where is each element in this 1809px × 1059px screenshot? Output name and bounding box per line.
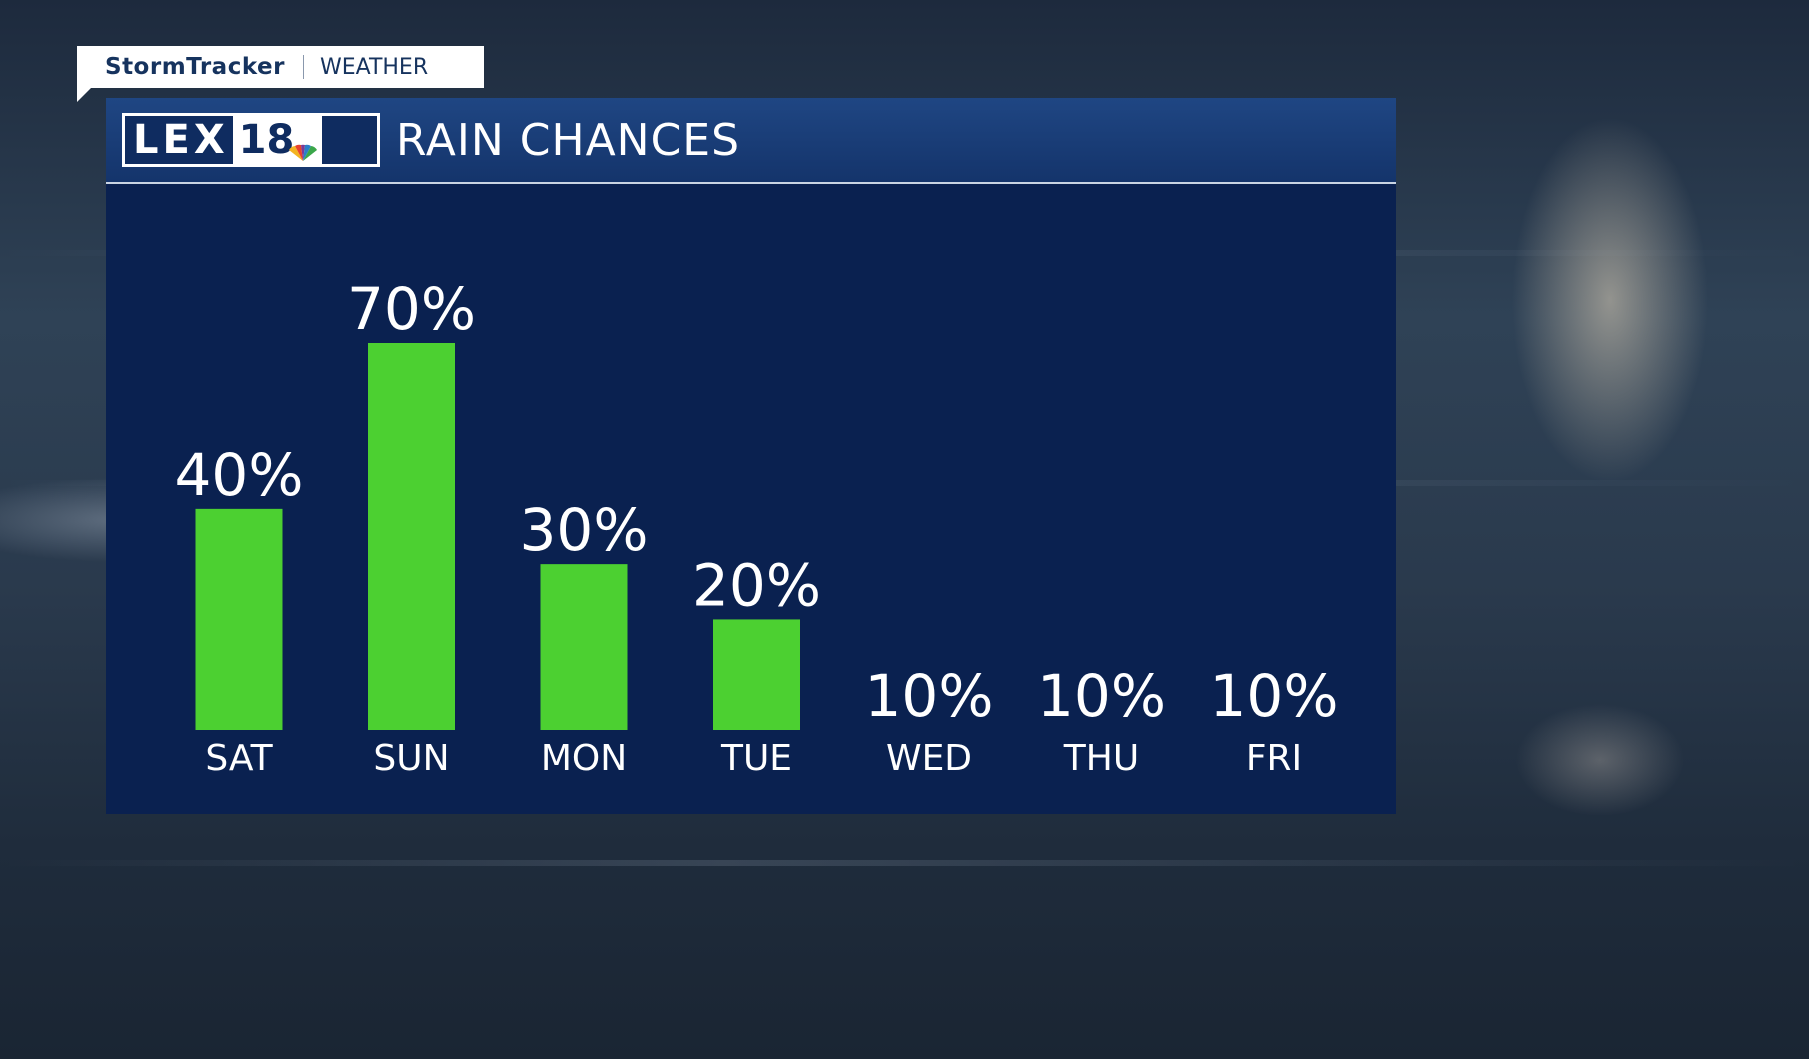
category-label-mon: MON <box>541 738 627 779</box>
category-label-sat: SAT <box>205 738 273 779</box>
value-label-fri: 10% <box>1210 662 1339 730</box>
bar-mon <box>540 564 628 730</box>
value-label-sat: 40% <box>175 441 304 509</box>
value-label-sun: 70% <box>347 275 476 343</box>
rain-chances-panel: LEX 18 RAIN CHANCES 40% SAT 70% SUN 30% MON 20… <box>106 98 1396 814</box>
bar-sat <box>195 508 283 730</box>
stormtracker-label: StormTracker <box>105 54 285 80</box>
category-label-tue: TUE <box>720 738 792 779</box>
bar-chart-svg: 40% SAT 70% SUN 30% MON 20% TUE 10% WED 10% THU 10% F… <box>175 275 1339 779</box>
value-label-mon: 30% <box>520 496 649 564</box>
bar-sun <box>368 343 455 730</box>
stormtracker-tab: StormTracker WEATHER <box>77 46 484 102</box>
panel-header: LEX 18 RAIN CHANCES <box>106 98 1396 184</box>
bar-tue <box>713 619 800 730</box>
tab-divider <box>302 55 304 79</box>
value-label-thu: 10% <box>1037 662 1166 730</box>
station-logo-text: LEX <box>133 117 229 163</box>
category-label-wed: WED <box>886 738 972 779</box>
rain-chance-chart: 40% SAT 70% SUN 30% MON 20% TUE 10% WED 10% THU 10% F… <box>106 184 1396 814</box>
tab-tail <box>77 88 91 102</box>
value-label-wed: 10% <box>865 662 994 730</box>
category-label-sun: SUN <box>373 738 449 779</box>
station-number-text: 18 <box>238 117 295 163</box>
nbc-peacock-icon <box>289 144 318 161</box>
category-label-fri: FRI <box>1246 738 1302 779</box>
value-label-tue: 20% <box>692 551 821 619</box>
panel-title: RAIN CHANCES <box>396 115 741 166</box>
weather-label: WEATHER <box>319 54 429 80</box>
category-label-thu: THU <box>1063 738 1139 779</box>
station-logo-number: 18 <box>232 116 323 164</box>
background-streak <box>0 860 1809 866</box>
station-logo: LEX 18 <box>122 113 380 167</box>
